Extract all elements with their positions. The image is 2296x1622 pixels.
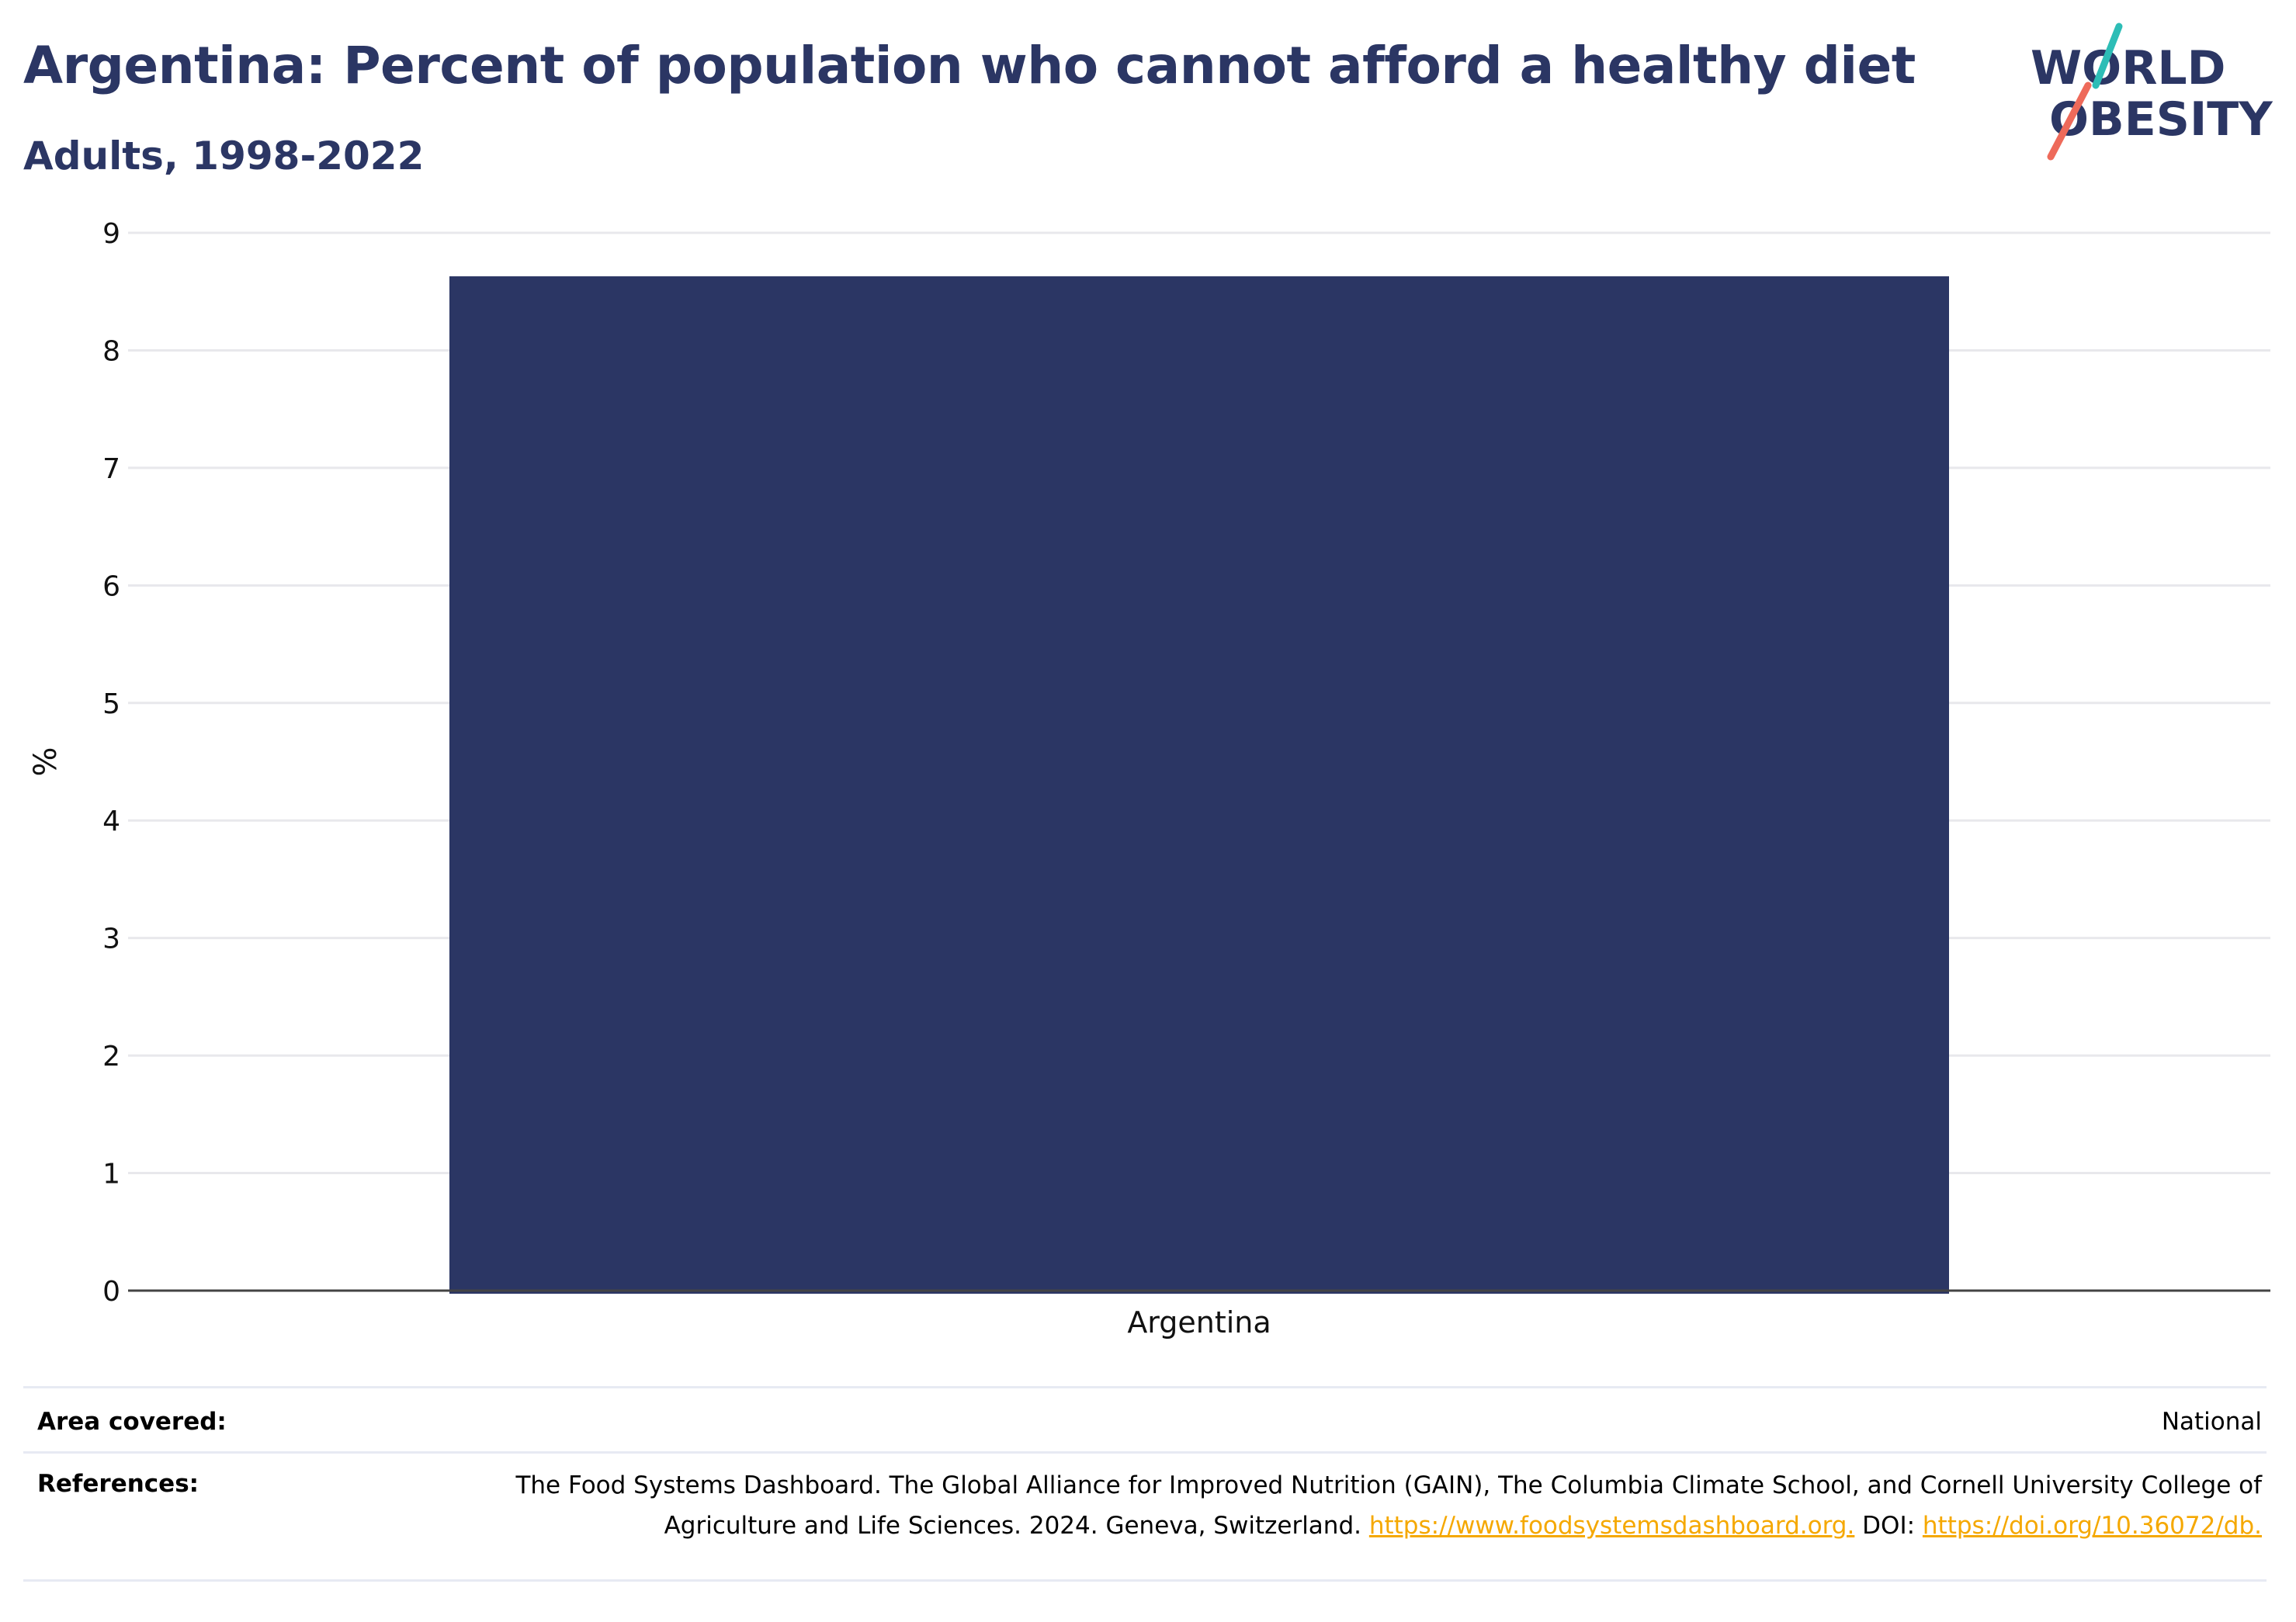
bars <box>449 276 1949 1294</box>
footer-references-row: References: The Food Systems Dashboard. … <box>23 1454 2267 1579</box>
y-tick-label: 5 <box>102 688 120 720</box>
footer-divider-top <box>23 1386 2267 1388</box>
logo-coral-slash <box>2047 81 2092 161</box>
bar <box>449 276 1949 1294</box>
logo-teal-slash <box>2092 23 2123 89</box>
y-tick-label: 1 <box>102 1159 120 1191</box>
y-tick-label: 2 <box>102 1041 120 1073</box>
logo-line1: WORLD <box>2031 41 2225 95</box>
world-obesity-logo: WORLD OBESITY <box>2031 23 2273 161</box>
y-tick-label: 9 <box>102 218 120 250</box>
chart-subtitle: Adults, 1998-2022 <box>23 133 425 178</box>
chart-title: Argentina: Percent of population who can… <box>23 36 1916 95</box>
doi-link[interactable]: https://doi.org/10.36072/db. <box>1922 1512 2262 1540</box>
bar-chart: 0 1 2 3 4 5 6 7 8 9 Argentina% <box>28 218 2270 1340</box>
area-covered-value: National <box>2161 1408 2262 1436</box>
y-tick-label: 4 <box>102 806 120 837</box>
x-tick-label: Argentina <box>1127 1305 1271 1340</box>
y-tick-label: 7 <box>102 453 120 485</box>
footer-divider-mid <box>23 1451 2267 1454</box>
references-label: References: <box>37 1470 199 1498</box>
dashboard-link[interactable]: https://www.foodsystemsdashboard.org. <box>1368 1512 1855 1540</box>
references-text: The Food Systems Dashboard. The Global A… <box>477 1465 2262 1546</box>
y-tick-label: 8 <box>102 335 120 367</box>
axes: 0 1 2 3 4 5 6 7 8 9 Argentina% <box>28 218 2270 1340</box>
logo-line2: OBESITY <box>2049 92 2273 147</box>
y-tick-label: 3 <box>102 924 120 955</box>
y-axis-label: % <box>28 747 64 776</box>
references-body: The Food Systems Dashboard. The Global A… <box>515 1471 2262 1540</box>
y-tick-label: 0 <box>102 1276 120 1308</box>
footer-area-row: Area covered: National <box>23 1389 2267 1454</box>
doi-label: DOI: <box>1854 1512 1923 1540</box>
footer-divider-bottom <box>23 1579 2267 1582</box>
area-covered-label: Area covered: <box>37 1408 227 1436</box>
y-tick-label: 6 <box>102 570 120 602</box>
